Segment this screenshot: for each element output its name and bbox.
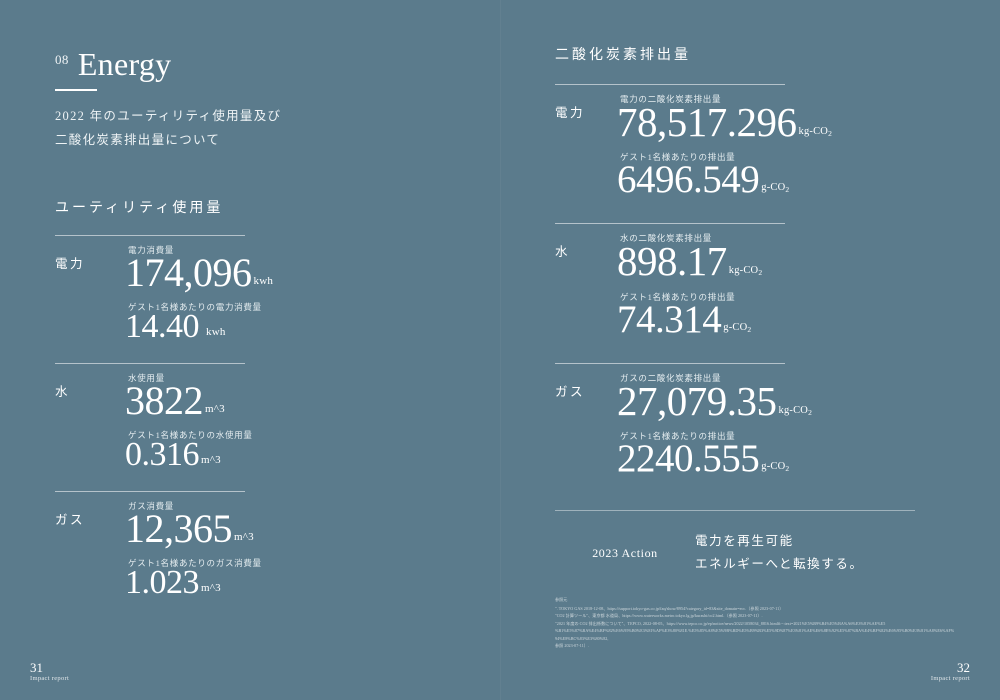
footnotes: 参照元 ". TOKYO GAS 2018-12-08、https://supp…: [555, 596, 955, 650]
metric-main-unit: kg-CO2: [728, 265, 763, 278]
metric-divider: [555, 362, 785, 364]
unit-subscript: 2: [785, 464, 790, 474]
metric-divider: [55, 234, 245, 236]
metric-main-value: 78,517.296: [617, 99, 797, 145]
page-title: 08 Energy: [55, 48, 385, 80]
page-gutter: [500, 0, 501, 700]
metric-sub-unit: g-CO2: [761, 461, 790, 474]
metric-sub-unit: m^3: [201, 581, 221, 594]
metric-label: 水: [55, 384, 71, 399]
metric-main-unit: kg-CO2: [778, 404, 813, 417]
page-number: 31: [30, 659, 43, 675]
metric-main-caption: 水使用量: [128, 372, 165, 383]
metric-main-value: 12,365: [125, 505, 233, 551]
unit-prefix: kg-CO: [778, 404, 809, 416]
metric-divider: [55, 362, 245, 364]
metric-sub-unit: g-CO2: [761, 182, 790, 195]
metric-main-value: 898.17: [617, 238, 727, 285]
action-label: 2023 Action: [592, 545, 658, 560]
metric-label: ガス: [555, 384, 586, 399]
metric-main-value: 3822: [125, 377, 204, 423]
metric-sub-unit: kwh: [206, 325, 226, 338]
metric-main-caption: 電力の二酸化炭素排出量: [620, 94, 722, 104]
page-subtitle: 2022 年のユーティリティ使用量及び 二酸化炭素排出量について: [55, 104, 385, 153]
action-text: 電力を再生可能 エネルギーへと転換する。: [695, 530, 864, 576]
metric-main-caption: 電力消費量: [128, 244, 175, 255]
unit-subscript: 2: [828, 129, 833, 138]
metric-sub-caption: ゲスト1名様あたりの電力消費量: [128, 301, 262, 312]
footnote-line-1: ". TOKYO GAS 2018-12-08、https://support.…: [555, 605, 784, 611]
unit-prefix: g-CO: [761, 461, 786, 473]
footnote-line-5: 参照 2023-07-11）.: [555, 643, 590, 649]
footer-caption: Impact report: [930, 675, 970, 682]
metric-sub-caption: ゲスト1名様あたりの排出量: [620, 291, 736, 302]
metric-sub-value: 14.40: [125, 307, 200, 345]
unit-subscript: 2: [785, 185, 790, 195]
utility-section-heading: ユーティリティ使用量: [55, 200, 224, 216]
left-page: 08 Energy 2022 年のユーティリティ使用量及び 二酸化炭素排出量につ…: [30, 48, 385, 682]
metric-main-caption: 水の二酸化炭素排出量: [620, 233, 713, 244]
metric-co2-water: 水 水の二酸化炭素排出量 898.17 kg-CO2 ゲスト1名様あたりの排出量…: [555, 223, 915, 340]
metric-co2-gas: ガス ガスの二酸化炭素排出量 27,079.35 kg-CO2 ゲスト1名様あた…: [555, 362, 915, 481]
metric-divider: [55, 490, 245, 492]
action-band: 2023 Action 電力を再生可能 エネルギーへと転換する。: [555, 510, 915, 576]
co2-section-heading: 二酸化炭素排出量: [555, 48, 691, 63]
metric-co2-electricity: 電力 電力の二酸化炭素排出量 78,517.296 kg-CO2 ゲスト1名様あ…: [555, 84, 915, 201]
metric-main-caption: ガス消費量: [128, 500, 175, 511]
footer-caption: Impact report: [30, 675, 70, 682]
page-number: 32: [957, 659, 970, 675]
action-divider: [555, 510, 915, 512]
subtitle-line-1: 2022 年のユーティリティ使用量及び: [55, 109, 282, 123]
unit-subscript: 2: [808, 407, 813, 417]
footnote-line-4: %B1%E5%87%BA%E4%BF%82%E6%95%B0%E3%81%AF%…: [555, 628, 955, 641]
metric-main-unit: kg-CO2: [798, 126, 833, 138]
title-word: Energy: [77, 46, 172, 82]
metric-sub-value: 74.314: [617, 297, 722, 341]
footnote-line-3: "2021 年度の CO2 排出係数について"、TEPCO, 2022-08-0…: [555, 620, 886, 626]
metric-main-caption: ガスの二酸化炭素排出量: [620, 372, 722, 383]
metric-gas: ガス ガス消費量 12,365 m^3 ゲスト1名様あたりのガス消費量 1.02…: [55, 490, 385, 602]
unit-prefix: kg-CO: [798, 126, 829, 137]
unit-prefix: kg-CO: [728, 265, 759, 277]
metric-label: ガス: [55, 512, 86, 527]
left-page-footer: 31 Impact report: [30, 659, 70, 682]
right-page-footer: 32 Impact report: [930, 659, 970, 682]
action-text-line-2: エネルギーへと転換する。: [695, 557, 864, 572]
metric-main-unit: kwh: [253, 274, 274, 287]
unit-prefix: g-CO: [761, 182, 786, 194]
footnotes-title: 参照元: [555, 597, 568, 602]
metric-sub-caption: ゲスト1名様あたりの排出量: [620, 431, 736, 442]
unit-subscript: 2: [747, 324, 752, 334]
metric-divider: [555, 84, 785, 85]
metric-divider: [555, 223, 785, 225]
metric-electricity: 電力 電力消費量 174,096 kwh ゲスト1名様あたりの電力消費量 14.…: [55, 234, 385, 346]
metric-main-unit: m^3: [205, 402, 225, 415]
metric-sub-value: 0.316: [125, 435, 200, 473]
unit-subscript: 2: [758, 268, 763, 278]
unit-prefix: g-CO: [723, 321, 748, 333]
metric-main-unit: m^3: [234, 530, 254, 543]
metric-label: 水: [555, 245, 571, 260]
metric-sub-unit: m^3: [201, 453, 221, 466]
metric-main-value: 27,079.35: [617, 377, 777, 424]
metric-sub-unit: g-CO2: [723, 321, 752, 334]
footnote-line-2: "CO2 計算ツール"、東京都 水道局、https://www.waterwor…: [555, 613, 763, 619]
action-text-line-1: 電力を再生可能: [695, 534, 794, 549]
title-underline: [55, 89, 97, 91]
metric-sub-caption: ゲスト1名様あたりの水使用量: [128, 429, 253, 440]
metric-water: 水 水使用量 3822 m^3 ゲスト1名様あたりの水使用量 0.316 m^3: [55, 362, 385, 474]
metric-label: 電力: [555, 106, 586, 120]
title-number: 08: [55, 52, 69, 67]
metric-main-value: 174,096: [125, 249, 252, 295]
metric-sub-value: 1.023: [125, 563, 200, 601]
metric-sub-caption: ゲスト1名様あたりのガス消費量: [128, 557, 262, 568]
metric-sub-caption: ゲスト1名様あたりの排出量: [620, 152, 736, 163]
right-page: 二酸化炭素排出量 電力 電力の二酸化炭素排出量 78,517.296 kg-CO…: [500, 0, 1000, 700]
metric-label: 電力: [55, 256, 86, 271]
metric-sub-value: 2240.555: [617, 437, 760, 481]
subtitle-line-2: 二酸化炭素排出量について: [55, 133, 221, 148]
metric-sub-value: 6496.549: [617, 158, 760, 202]
